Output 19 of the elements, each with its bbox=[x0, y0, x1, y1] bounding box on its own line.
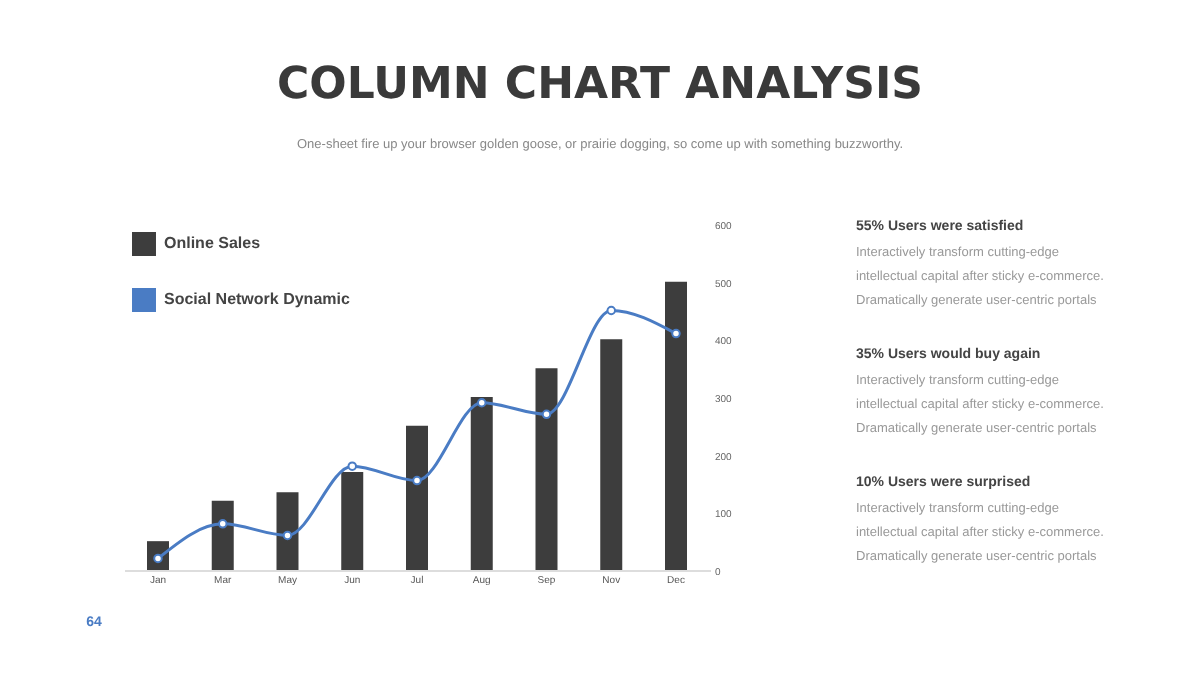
bar bbox=[341, 471, 364, 570]
bar bbox=[211, 500, 234, 570]
point bbox=[671, 328, 681, 339]
bar bbox=[535, 368, 558, 570]
point bbox=[477, 398, 487, 408]
point bbox=[347, 461, 357, 471]
point bbox=[282, 530, 293, 541]
bar bbox=[600, 339, 623, 570]
legend-label: Online Sales bbox=[164, 234, 262, 252]
point bbox=[606, 305, 616, 316]
bar bbox=[276, 492, 299, 570]
bar bbox=[470, 397, 493, 570]
legend-label: Social Network Dynamic bbox=[164, 290, 351, 308]
point bbox=[541, 409, 552, 420]
bar bbox=[406, 425, 428, 570]
point bbox=[412, 475, 422, 486]
bar bbox=[665, 281, 688, 570]
point bbox=[218, 519, 228, 529]
chart-title: COLUMN CHART ANALYSIS bbox=[277, 60, 923, 110]
